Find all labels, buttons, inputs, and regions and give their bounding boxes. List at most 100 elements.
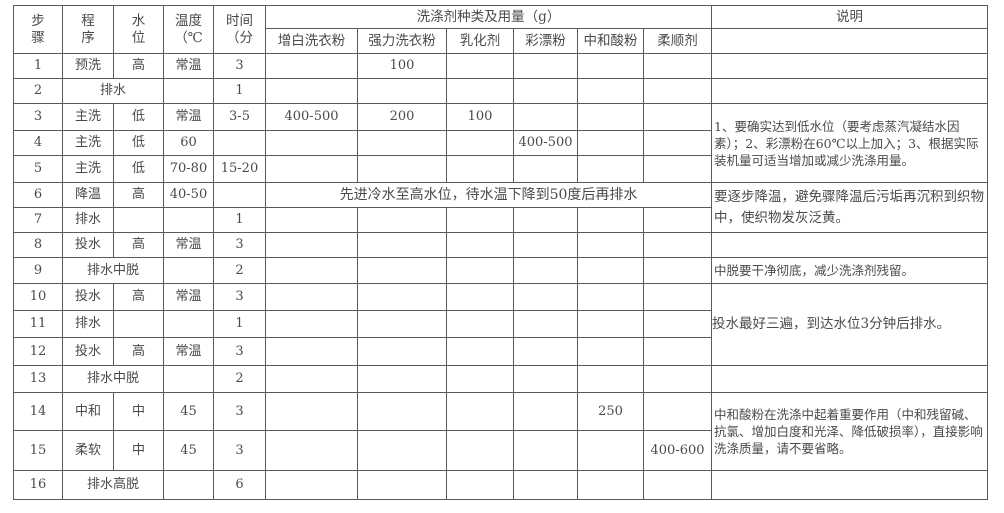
detergent-amount-cell: 100 xyxy=(357,53,447,79)
temperature-cell xyxy=(163,365,214,393)
program-cell: 排水中脱 xyxy=(62,365,164,393)
detergent-amount-cell xyxy=(643,103,712,131)
program-cell: 降温 xyxy=(62,182,114,208)
detergent-amount-cell xyxy=(446,78,514,104)
program-cell: 主洗 xyxy=(62,130,114,156)
detergent-amount-cell xyxy=(513,103,578,131)
detergent-amount-cell xyxy=(577,337,644,366)
water-level-cell: 低 xyxy=(113,103,164,131)
detergent-amount-cell xyxy=(446,130,514,156)
detergent-amount-cell xyxy=(265,53,358,79)
detergent-amount-cell xyxy=(577,283,644,311)
header-detergent-group: 洗涤剂种类及用量（g） xyxy=(265,5,712,29)
detergent-amount-cell: 250 xyxy=(577,392,644,431)
detergent-amount-cell xyxy=(265,365,358,393)
water-level-cell xyxy=(113,310,164,338)
temperature-cell: 40-50 xyxy=(163,182,214,208)
detergent-amount-cell xyxy=(357,365,447,393)
detergent-amount-cell xyxy=(357,310,447,338)
notes-cell: 1、要确实达到低水位（要考虑蒸汽凝结水因素）；2、彩漂粉在60℃以上加入；3、根… xyxy=(711,103,988,183)
table-row: 15 柔软中 45 3 400-600 xyxy=(13,430,988,471)
notes-cell xyxy=(711,365,988,393)
program-cell: 排水中脱 xyxy=(62,257,164,284)
detergent-amount-cell xyxy=(577,103,644,131)
detergent-amount-cell xyxy=(446,53,514,79)
detergent-amount-cell xyxy=(513,365,578,393)
detergent-amount-cell xyxy=(643,365,712,393)
temperature-cell xyxy=(163,78,214,104)
detergent-amount-cell xyxy=(446,310,514,338)
detergent-amount-cell xyxy=(357,155,447,183)
notes-cell xyxy=(711,470,988,500)
header-notes-blank xyxy=(711,28,988,54)
step-cell: 16 xyxy=(13,470,63,500)
detergent-amount-cell xyxy=(357,470,447,500)
detergent-amount-cell xyxy=(265,207,358,233)
table-row: 4 主洗低 60 400-500 xyxy=(13,130,988,156)
table-row: 10 投水高常温 3 投水最好三遍，到达水位3分钟后排水。 xyxy=(13,283,988,366)
detergent-amount-cell xyxy=(513,155,578,183)
detergent-amount-cell xyxy=(643,283,712,311)
temperature-cell xyxy=(163,310,214,338)
water-level-cell: 高 xyxy=(113,53,164,79)
header-detergent: 柔顺剂 xyxy=(643,28,712,54)
step-cell: 6 xyxy=(13,182,63,208)
header-program: 程序 xyxy=(62,5,114,54)
detergent-amount-cell xyxy=(577,53,644,79)
detergent-amount-cell xyxy=(643,470,712,500)
detergent-amount-cell xyxy=(513,470,578,500)
water-level-cell: 中 xyxy=(113,430,164,471)
water-level-cell: 中 xyxy=(113,392,164,431)
program-cell: 投水 xyxy=(62,283,114,311)
detergent-amount-cell xyxy=(265,430,358,471)
detergent-amount-cell xyxy=(265,392,358,431)
time-cell: 3 xyxy=(213,337,266,366)
detergent-amount-cell xyxy=(446,365,514,393)
table-row: 9 排水中脱 2 中脱要干净彻底，减少洗涤剂残留。 xyxy=(13,257,988,284)
table-row: 3 主洗低常温 3-5 400-500 200 100 1、要确实达到低水位（要考虑蒸汽凝结… xyxy=(13,103,988,183)
detergent-amount-cell xyxy=(643,392,712,431)
detergent-amount-cell xyxy=(513,207,578,233)
time-cell: 3 xyxy=(213,232,266,258)
program-cell: 投水 xyxy=(62,337,114,366)
detergent-amount-cell xyxy=(513,78,578,104)
detergent-amount-cell xyxy=(643,257,712,284)
time-cell: 2 xyxy=(213,365,266,393)
step-cell: 1 xyxy=(13,53,63,79)
temperature-cell: 45 xyxy=(163,392,214,431)
water-level-cell: 低 xyxy=(113,130,164,156)
notes-cell: 中和酸粉在洗涤中起着重要作用（中和残留碱、抗氯、增加白度和光泽、降低破损率），直… xyxy=(711,392,988,471)
detergent-amount-cell xyxy=(513,392,578,431)
notes-cell xyxy=(711,53,988,79)
temperature-cell: 60 xyxy=(163,130,214,156)
header-detergent: 增白洗衣粉 xyxy=(265,28,358,54)
time-cell: 15-20 xyxy=(213,155,266,183)
time-cell: 6 xyxy=(213,470,266,500)
time-cell: 3 xyxy=(213,283,266,311)
table-row: 1 预洗高常温 3 100 xyxy=(13,53,988,79)
detergent-amount-cell xyxy=(265,232,358,258)
program-cell: 排水高脱 xyxy=(62,470,164,500)
step-cell: 11 xyxy=(13,310,63,338)
detergent-amount-cell xyxy=(643,53,712,79)
detergent-amount-cell xyxy=(577,470,644,500)
detergent-amount-cell: 400-500 xyxy=(265,103,358,131)
notes-cell: 投水最好三遍，到达水位3分钟后排水。 xyxy=(711,283,988,366)
detergent-amount-cell xyxy=(643,337,712,366)
detergent-amount-cell xyxy=(513,53,578,79)
table-row: 16 排水高脱 6 xyxy=(13,470,988,500)
program-cell: 中和 xyxy=(62,392,114,431)
detergent-amount-cell xyxy=(446,207,514,233)
time-cell: 3 xyxy=(213,392,266,431)
water-level-cell: 高 xyxy=(113,232,164,258)
detergent-amount-cell xyxy=(446,257,514,284)
detergent-amount-cell xyxy=(265,155,358,183)
header-step: 步骤 xyxy=(13,5,63,54)
temperature-cell: 常温 xyxy=(163,283,214,311)
detergent-amount-cell xyxy=(577,365,644,393)
detergent-amount-cell xyxy=(265,283,358,311)
program-cell: 排水 xyxy=(62,310,114,338)
notes-cell xyxy=(711,78,988,104)
detergent-merged-cell: 先进冷水至高水位，待水温下降到50度后再排水 xyxy=(265,182,712,208)
detergent-amount-cell xyxy=(577,232,644,258)
